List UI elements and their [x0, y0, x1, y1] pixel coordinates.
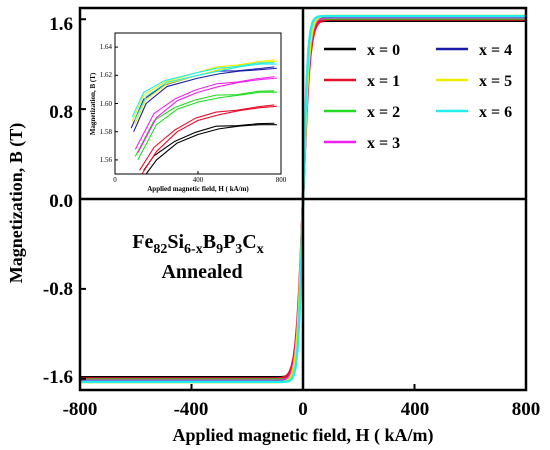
- inset-x-axis-title: Applied magnetic field, H ( kA/m): [147, 185, 249, 193]
- inset-y-tick-label: 1.64: [100, 43, 113, 51]
- legend-entry: x = 4: [436, 42, 512, 59]
- formula-sub: 6-x: [184, 242, 203, 257]
- legend-label: x = 5: [479, 73, 512, 90]
- formula-sub: 9: [216, 242, 223, 257]
- main-y-tick-labels: -1.6 -0.8 0.0 0.8 1.6: [43, 14, 73, 388]
- legend-label: x = 0: [367, 42, 400, 59]
- legend-label: x = 4: [479, 42, 512, 59]
- inset-y-tick-labels: 1.56 1.58 1.60 1.62 1.64: [100, 43, 113, 164]
- formula-sub: x: [257, 242, 264, 257]
- main-y-tick-label: 0.0: [49, 191, 73, 212]
- inset-x-tick-label: 0: [113, 176, 117, 184]
- legend-label: x = 2: [367, 104, 400, 121]
- formula-part: B: [203, 231, 216, 253]
- formula-part: P: [223, 231, 235, 253]
- inset-tick-marks: [114, 46, 282, 174]
- main-y-tick-label: -1.6: [43, 367, 73, 388]
- inset-series-line: [137, 77, 277, 154]
- inset-series-line: [134, 63, 277, 121]
- main-x-tick-label: 0: [298, 399, 308, 420]
- legend-label: x = 3: [367, 135, 400, 152]
- main-y-tick-label: -0.8: [43, 279, 73, 300]
- inset-chart: 1.56 1.58 1.60 1.62 1.64 0 400 800 Appli…: [87, 14, 290, 194]
- inset-series-line: [133, 67, 277, 132]
- legend-entry: x = 5: [436, 73, 512, 90]
- inset-y-tick-label: 1.62: [100, 71, 113, 79]
- legend-entry: x = 0: [324, 42, 400, 59]
- formula-part: Fe: [132, 231, 153, 253]
- main-x-tick-label: 400: [401, 399, 430, 420]
- legend-label: x = 1: [367, 73, 400, 90]
- inset-series-line: [145, 124, 277, 175]
- main-tick-marks: [79, 18, 527, 390]
- main-x-axis-title: Applied magnetic field, H ( kA/m): [173, 425, 434, 446]
- main-y-tick-label: 0.8: [49, 102, 73, 123]
- formula-part: C: [242, 231, 256, 253]
- inset-series-line: [131, 62, 275, 118]
- composition-formula: Fe82Si6-xB9P3Cx: [132, 231, 263, 257]
- inset-y-axis-title: Magnetization, B (T): [89, 72, 97, 135]
- main-x-tick-labels: -800 -400 0 400 800: [63, 399, 541, 420]
- inset-plot-curves: [130, 59, 277, 175]
- inset-background: [87, 14, 290, 194]
- inset-series-line: [139, 104, 275, 171]
- inset-series-line: [141, 105, 277, 175]
- inset-series-line: [131, 59, 275, 122]
- inset-series-line: [143, 122, 275, 171]
- composition-annotation: Fe82Si6-xB9P3Cx Annealed: [132, 231, 263, 283]
- legend-entry: x = 6: [436, 104, 512, 121]
- inset-series-line: [134, 76, 275, 150]
- annealed-label: Annealed: [161, 261, 242, 283]
- formula-part: Si: [167, 231, 184, 253]
- inset-x-tick-labels: 0 400 800: [113, 176, 287, 184]
- formula-sub: 3: [235, 242, 242, 257]
- legend-entry: x = 2: [324, 104, 400, 121]
- main-y-tick-label: 1.6: [49, 14, 73, 35]
- main-y-axis-title: Magnetization, B (T): [6, 123, 27, 283]
- legend-entry: x = 3: [324, 135, 400, 152]
- main-x-tick-label: -400: [174, 399, 209, 420]
- inset-y-tick-label: 1.60: [100, 100, 113, 108]
- inset-y-tick-label: 1.56: [100, 156, 113, 164]
- main-x-tick-label: 800: [512, 399, 541, 420]
- inset-x-tick-label: 400: [193, 176, 204, 184]
- main-x-tick-label: -800: [63, 399, 98, 420]
- inset-x-tick-label: 800: [276, 176, 287, 184]
- formula-sub: 82: [153, 242, 167, 257]
- inset-y-tick-label: 1.58: [100, 128, 113, 136]
- legend: x = 0 x = 1 x = 2 x = 3 x = 4 x = 5 x = …: [324, 42, 512, 152]
- inset-series-line: [134, 90, 275, 157]
- legend-label: x = 6: [479, 104, 512, 121]
- inset-series-line: [137, 91, 277, 161]
- legend-entry: x = 1: [324, 73, 400, 90]
